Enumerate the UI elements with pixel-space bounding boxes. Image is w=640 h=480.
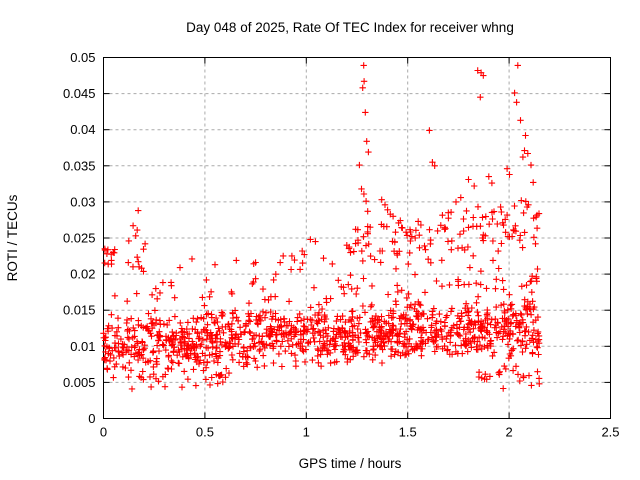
- x-tick-label: 2.5: [601, 425, 619, 440]
- y-tick-label: 0.01: [70, 339, 95, 354]
- x-tick-label: 1.5: [399, 425, 417, 440]
- x-tick-labels: 0 0.5 1 1.5 2 2.5: [100, 425, 620, 440]
- y-tick-label: 0.015: [63, 303, 96, 318]
- plot-border: [103, 57, 611, 419]
- x-tick-label: 2: [505, 425, 512, 440]
- scatter-points-path: [100, 62, 543, 393]
- y-tick-labels: 0 0.005 0.01 0.015 0.02 0.025 0.03 0.035 0.04 0.0…: [63, 50, 96, 426]
- y-tick-label: 0: [88, 411, 95, 426]
- y-tick-label: 0.025: [63, 231, 96, 246]
- y-tick-label: 0.05: [70, 50, 95, 65]
- scatter-points: [100, 62, 543, 393]
- x-tick-label: 0: [100, 425, 107, 440]
- y-tick-label: 0.04: [70, 122, 95, 137]
- chart-title: Day 048 of 2025, Rate Of TEC Index for r…: [186, 20, 514, 35]
- x-axis-label: GPS time / hours: [299, 456, 402, 471]
- y-axis-label: ROTI / TECUs: [5, 194, 20, 281]
- y-tick-label: 0.02: [70, 267, 95, 282]
- y-tick-label: 0.03: [70, 194, 95, 209]
- y-tick-label: 0.035: [63, 158, 96, 173]
- y-tick-label: 0.045: [63, 86, 96, 101]
- x-tick-label: 1: [303, 425, 310, 440]
- x-tick-label: 0.5: [196, 425, 214, 440]
- y-tick-label: 0.005: [63, 375, 96, 390]
